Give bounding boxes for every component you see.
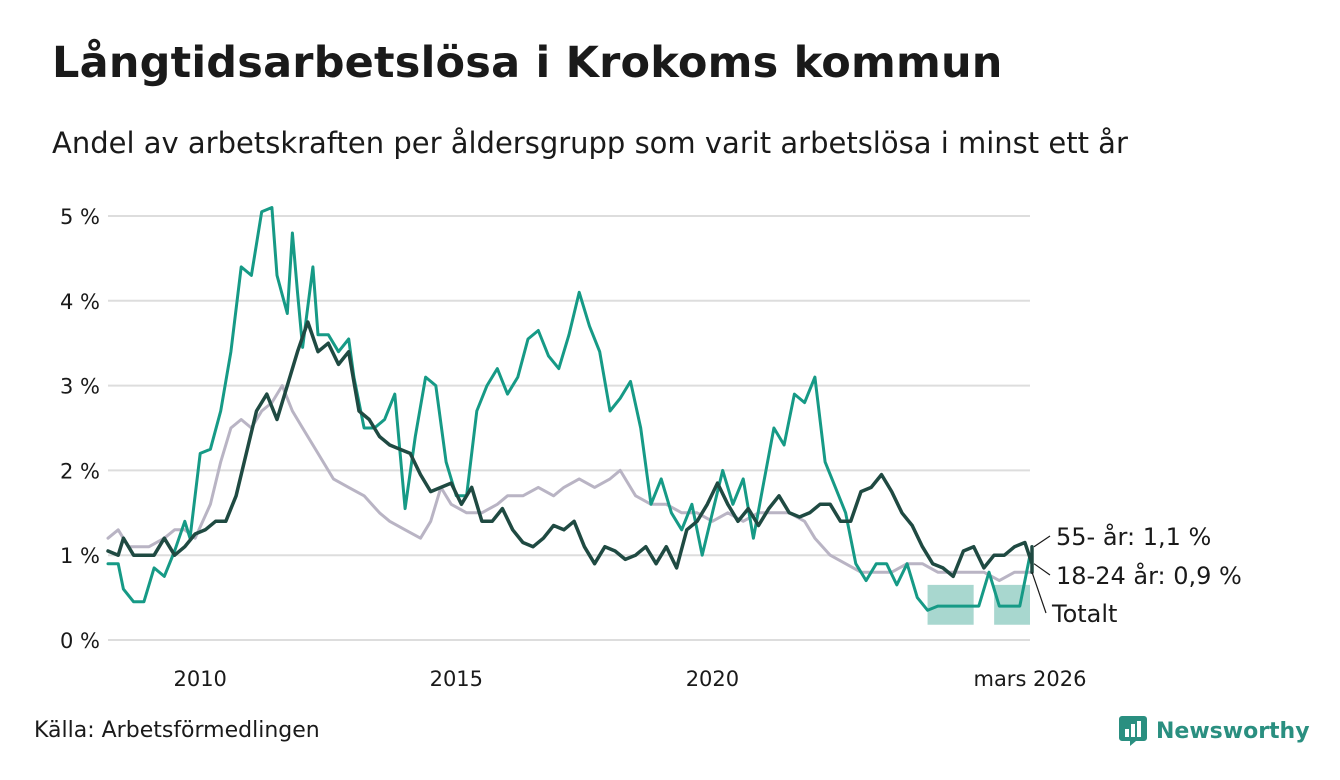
chart-subtitle: Andel av arbetskraften per åldersgrupp s…	[52, 126, 1128, 160]
end-label: 18-24 år: 0,9 %	[1056, 561, 1242, 590]
x-tick-label: mars 2026	[973, 667, 1086, 691]
y-tick-label: 1 %	[60, 544, 100, 568]
newsworthy-logo: Newsworthy	[1118, 714, 1310, 748]
chart-title: Långtidsarbetslösa i Krokoms kommun	[52, 38, 1003, 88]
end-label: Totalt	[1051, 600, 1117, 628]
series-line-18-24-r	[106, 206, 1034, 612]
axis-ticks: 0 % 1 % 2 % 3 % 4 % 5 % 2010 2015 2020 mars 2026	[60, 205, 1087, 691]
x-tick-label: 2010	[173, 667, 226, 691]
y-tick-label: 5 %	[60, 205, 100, 229]
y-tick-label: 4 %	[60, 290, 100, 314]
x-tick-label: 2015	[430, 667, 483, 691]
end-label: 55- år: 1,1 %	[1056, 522, 1211, 551]
series-line-55-r	[106, 320, 1034, 579]
end-labels: 55- år: 1,1 % 18-24 år: 0,9 % Totalt	[1031, 522, 1242, 628]
leader-line	[1033, 563, 1051, 576]
series-lines	[106, 206, 1034, 612]
x-tick-label: 2020	[686, 667, 739, 691]
y-tick-label: 0 %	[60, 629, 100, 653]
series-line-totalt	[106, 384, 1032, 583]
y-tick-label: 3 %	[60, 375, 100, 399]
leader-line	[1033, 535, 1051, 548]
brand-chart-icon	[1119, 716, 1147, 746]
brand-name: Newsworthy	[1156, 718, 1310, 744]
y-tick-label: 2 %	[60, 459, 100, 483]
source-note: Källa: Arbetsförmedlingen	[34, 718, 320, 743]
leader-line	[1031, 571, 1047, 614]
